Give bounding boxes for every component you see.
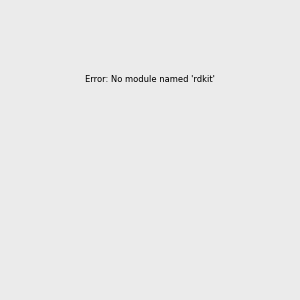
Text: Error: No module named 'rdkit': Error: No module named 'rdkit' bbox=[85, 76, 215, 85]
